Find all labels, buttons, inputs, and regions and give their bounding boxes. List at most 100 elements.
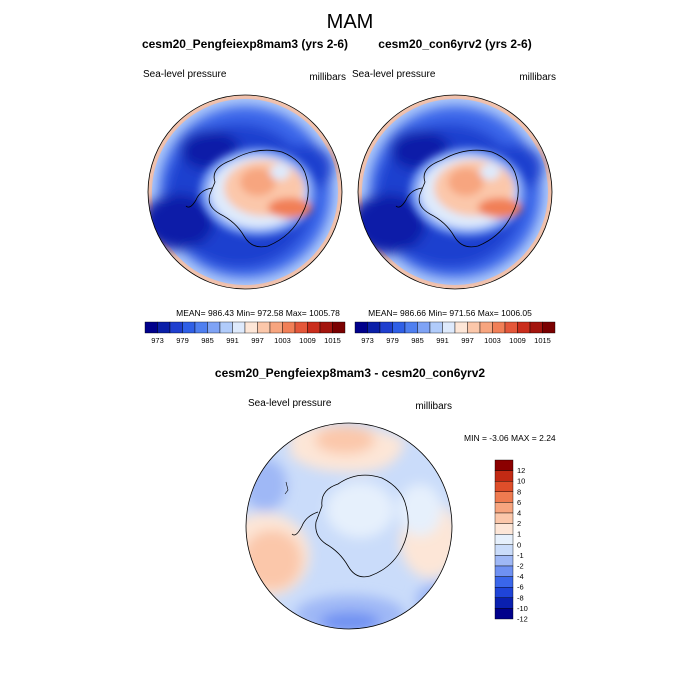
difference-map: [246, 423, 452, 629]
page-title: MAM: [327, 11, 374, 33]
colorbar-tick-label: 973: [151, 336, 164, 345]
colorbar-swatch: [494, 608, 514, 620]
colorbar: 973 979 985 991 997 1003 1009 1015: [354, 321, 556, 345]
colorbar-swatch: [494, 576, 514, 588]
colorbar-tick-label: -1: [517, 551, 524, 560]
colorbar-swatch: [207, 321, 221, 334]
colorbar-tick-label: 1015: [534, 336, 551, 345]
colorbar-tick-label: 1003: [484, 336, 501, 345]
colorbar-swatch: [479, 321, 493, 334]
colorbar-tick-label: 6: [517, 498, 521, 507]
colorbar-swatch: [467, 321, 481, 334]
colorbar-swatch: [219, 321, 233, 334]
colorbar-swatch: [494, 459, 514, 471]
slp-map: [358, 95, 552, 289]
colorbar-tick-label: -6: [517, 583, 524, 592]
colorbar-tick-label: -10: [517, 604, 528, 613]
colorbar-swatch: [529, 321, 543, 334]
colorbar-tick-label: 8: [517, 487, 521, 496]
colorbar-swatch: [157, 321, 171, 334]
colorbar-swatch: [492, 321, 506, 334]
colorbar-swatch: [244, 321, 258, 334]
units-label: millibars: [415, 401, 452, 412]
colorbar-swatch: [504, 321, 518, 334]
colorbar-tick-label: 991: [436, 336, 449, 345]
stats-label: MIN = -3.06 MAX = 2.24: [464, 433, 556, 443]
colorbar-swatch: [494, 555, 514, 567]
colorbar-tick-label: 4: [517, 509, 521, 518]
colorbar-tick-label: 979: [386, 336, 399, 345]
colorbar-tick-label: 2: [517, 519, 521, 528]
colorbar-swatch: [307, 321, 321, 334]
colorbar-swatch: [494, 502, 514, 514]
colorbar-swatch: [269, 321, 283, 334]
stats-label: MEAN= 986.43 Min= 972.58 Max= 1005.78: [176, 308, 340, 318]
colorbar-swatch: [417, 321, 431, 334]
colorbar-swatch: [257, 321, 271, 334]
colorbar-swatch: [429, 321, 443, 334]
colorbar-tick-label: 1003: [274, 336, 291, 345]
panel-difference: cesm20_Pengfeiexp8mam3 - cesm20_con6yrv2…: [215, 366, 556, 630]
panel-title: cesm20_Pengfeiexp8mam3 - cesm20_con6yrv2: [215, 366, 485, 380]
colorbar-swatch: [282, 321, 296, 334]
colorbar-swatch: [494, 544, 514, 556]
colorbar-swatch: [294, 321, 308, 334]
colorbar-swatch: [442, 321, 456, 334]
colorbar-swatch: [232, 321, 246, 334]
panel-top-left: cesm20_Pengfeiexp8mam3 (yrs 2-6) Sea-lev…: [142, 37, 348, 345]
colorbar-swatch: [392, 321, 406, 334]
colorbar: 973 979 985 991 997 1003 1009 1015: [144, 321, 346, 345]
colorbar-tick-label: 1009: [299, 336, 316, 345]
colorbar-tick-label: 985: [411, 336, 424, 345]
variable-label: Sea-level pressure: [143, 69, 227, 80]
colorbar-swatch: [542, 321, 556, 334]
colorbar-swatch: [194, 321, 208, 334]
colorbar-swatch: [367, 321, 381, 334]
colorbar-tick-label: -8: [517, 593, 524, 602]
colorbar-swatch: [494, 597, 514, 609]
colorbar-tick-label: 1015: [324, 336, 341, 345]
colorbar-tick-label: -2: [517, 562, 524, 571]
colorbar-tick-label: 973: [361, 336, 374, 345]
colorbar-swatch: [144, 321, 158, 334]
colorbar-swatch: [454, 321, 468, 334]
colorbar-tick-label: 0: [517, 540, 521, 549]
colorbar-swatch: [182, 321, 196, 334]
panel-title: cesm20_Pengfeiexp8mam3 (yrs 2-6): [142, 37, 348, 51]
colorbar-swatch: [517, 321, 531, 334]
colorbar-tick-label: 991: [226, 336, 239, 345]
colorbar-swatch: [332, 321, 346, 334]
units-label: millibars: [519, 72, 556, 83]
colorbar-tick-label: 979: [176, 336, 189, 345]
colorbar-swatch: [494, 587, 514, 599]
colorbar-swatch: [494, 565, 514, 577]
panel-top-right: cesm20_con6yrv2 (yrs 2-6) Sea-level pres…: [352, 37, 556, 345]
colorbar-tick-label: 997: [251, 336, 264, 345]
variable-label: Sea-level pressure: [248, 398, 332, 409]
colorbar-swatch: [354, 321, 368, 334]
colorbar-tick-label: 12: [517, 466, 525, 475]
colorbar-swatch: [379, 321, 393, 334]
slp-map: [148, 95, 342, 289]
units-label: millibars: [309, 72, 346, 83]
colorbar-swatch: [494, 470, 514, 482]
colorbar-tick-label: 1009: [509, 336, 526, 345]
colorbar-tick-label: 10: [517, 477, 525, 486]
colorbar-swatch: [494, 523, 514, 535]
colorbar-tick-label: 997: [461, 336, 474, 345]
colorbar-swatch: [319, 321, 333, 334]
colorbar-swatch: [494, 534, 514, 546]
colorbar-swatch: [494, 481, 514, 493]
colorbar-swatch: [494, 491, 514, 503]
colorbar-tick-label: -4: [517, 572, 524, 581]
colorbar-tick-label: -12: [517, 615, 528, 624]
colorbar-swatch: [169, 321, 183, 334]
colorbar-tick-label: 1: [517, 530, 521, 539]
colorbar-tick-label: 985: [201, 336, 214, 345]
variable-label: Sea-level pressure: [352, 69, 436, 80]
colorbar-swatch: [494, 512, 514, 524]
panel-title: cesm20_con6yrv2 (yrs 2-6): [378, 37, 531, 51]
stats-label: MEAN= 986.66 Min= 971.56 Max= 1006.05: [368, 308, 532, 318]
